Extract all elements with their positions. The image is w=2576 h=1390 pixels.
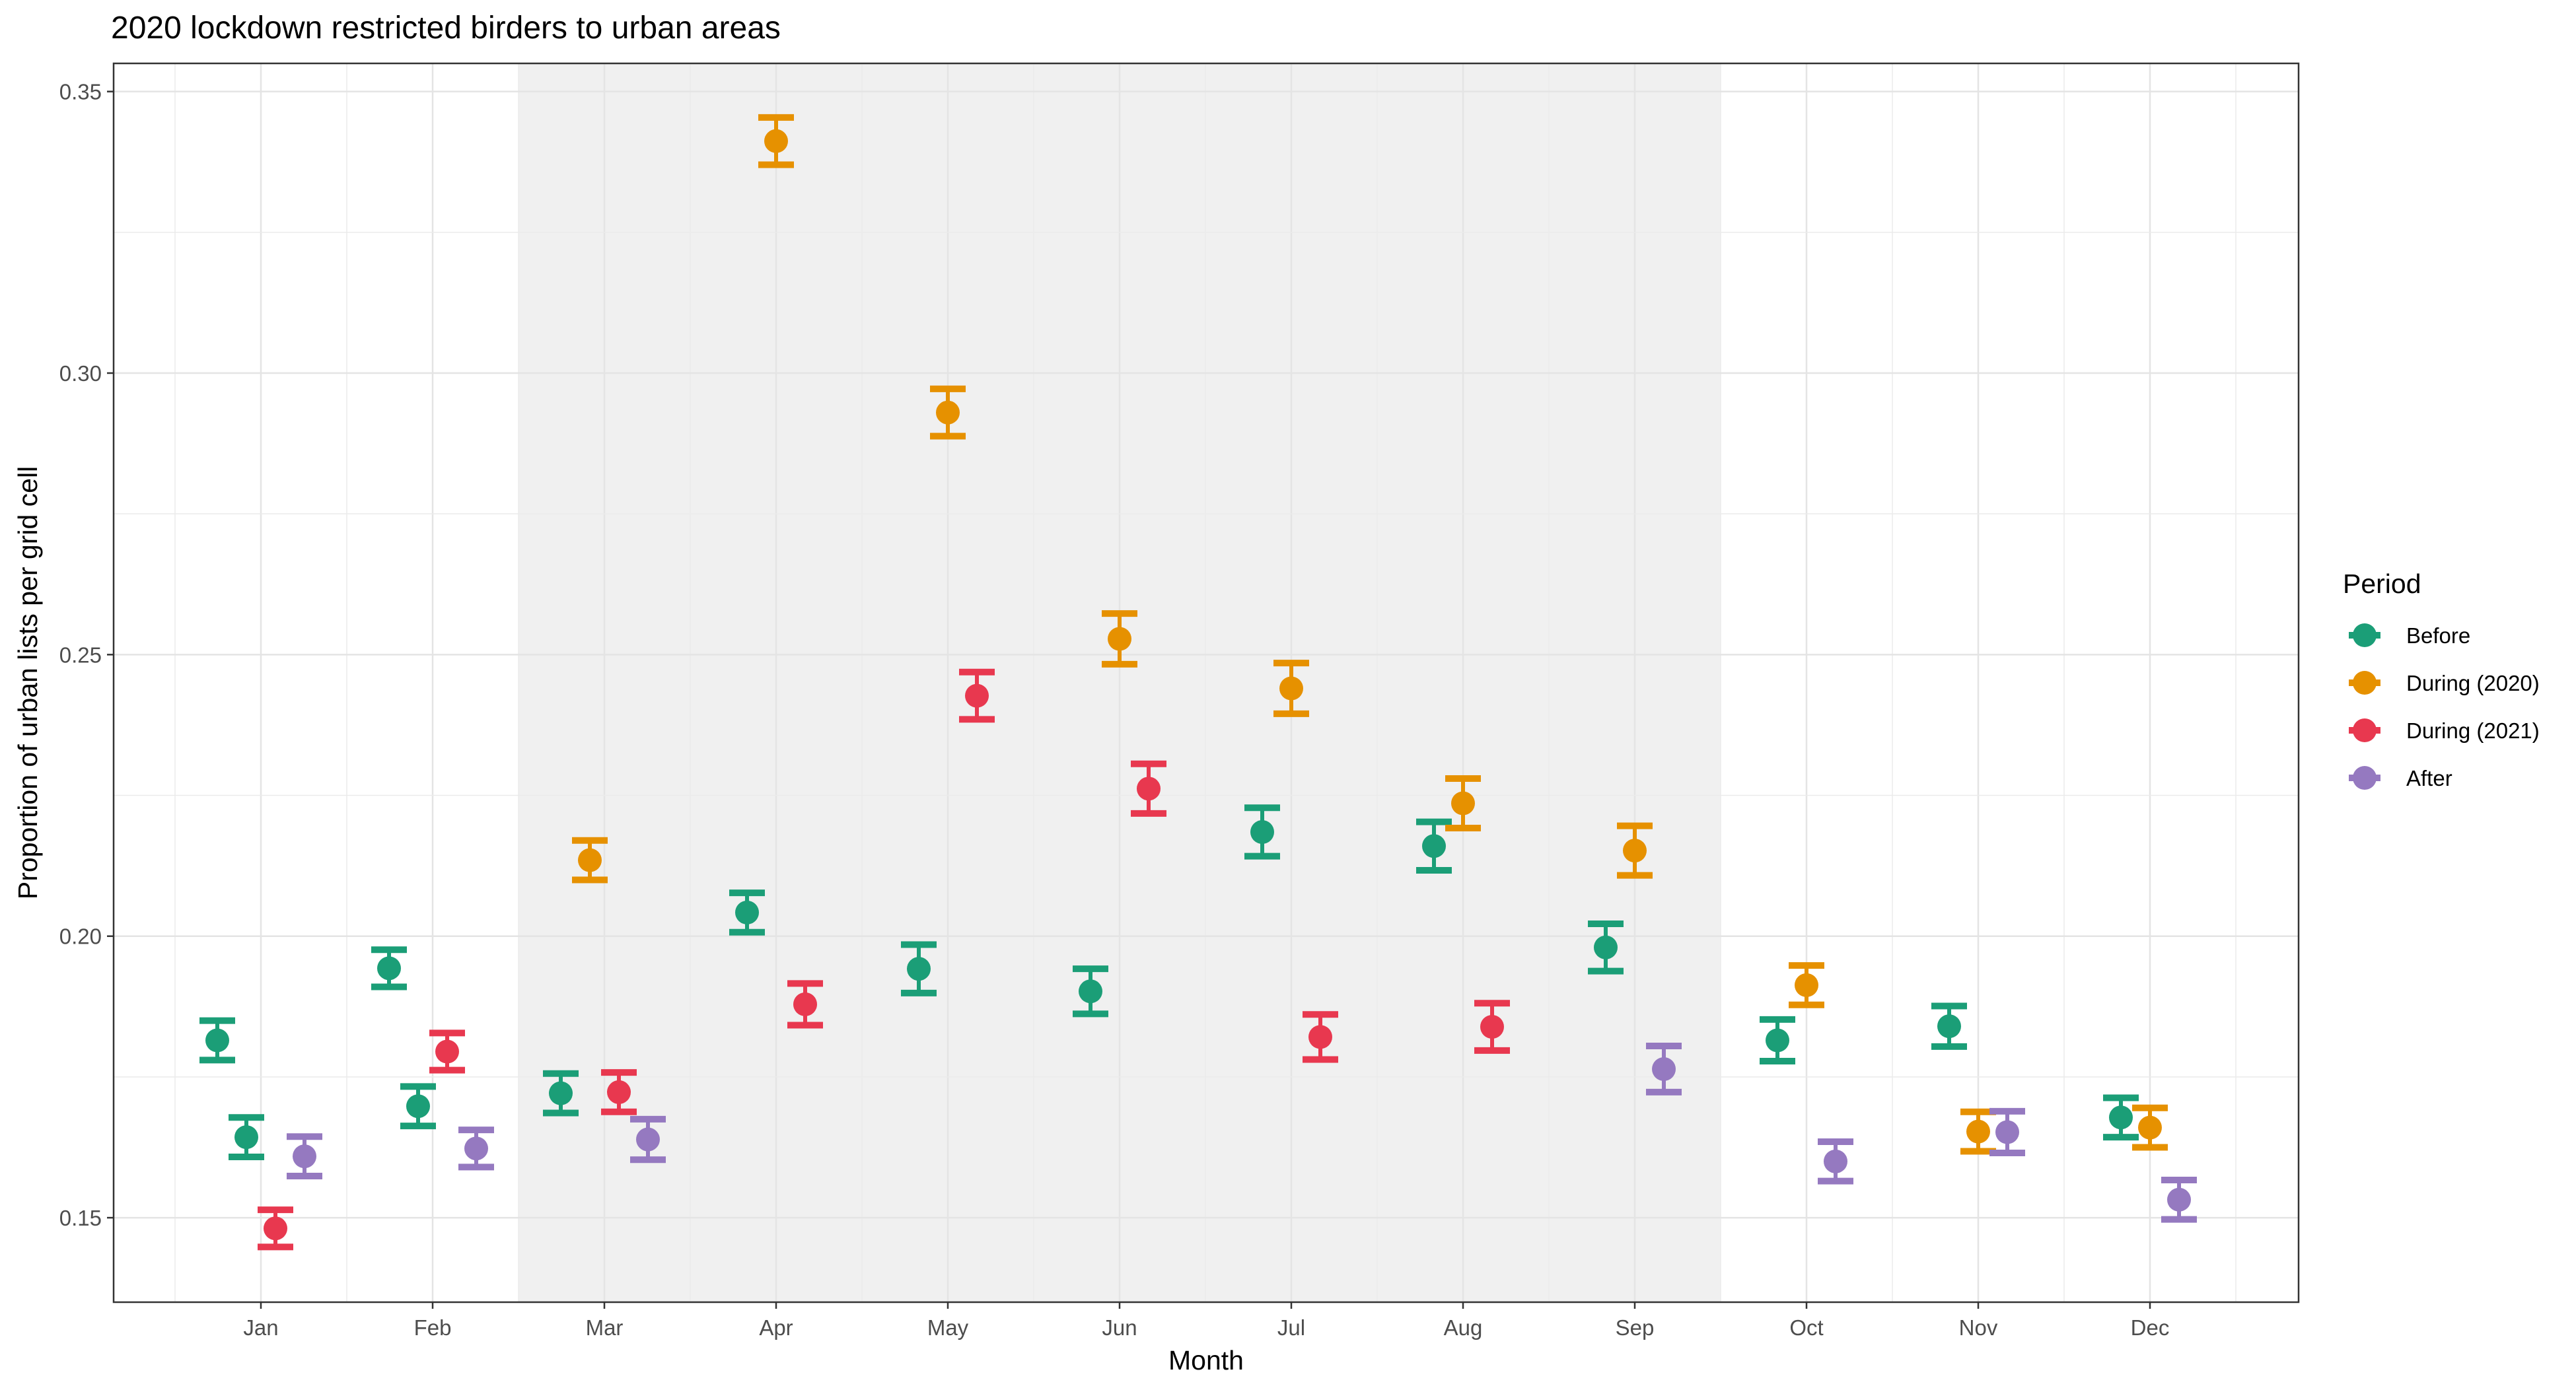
series-during-2021 (258, 668, 1510, 1251)
series-after (287, 1043, 2197, 1223)
x-tick-label: May (927, 1315, 969, 1340)
legend-label: During (2020) (2406, 671, 2540, 695)
legend-label: Before (2406, 623, 2470, 648)
chart-title: 2020 lockdown restricted birders to urba… (111, 11, 781, 46)
data-point (1079, 979, 1102, 1004)
x-tick-label: Jul (1277, 1315, 1305, 1340)
plot-area (112, 62, 2300, 1303)
data-point (234, 1125, 258, 1150)
data-point (1766, 1028, 1789, 1053)
data-point (1594, 935, 1618, 959)
data-point (1966, 1119, 1990, 1144)
legend-key-point (2353, 766, 2377, 790)
x-tick-label: Sep (1616, 1315, 1655, 1340)
data-point (1652, 1057, 1676, 1081)
data-point (464, 1136, 488, 1161)
data-point (435, 1039, 459, 1064)
x-axis-title: Month (1168, 1345, 1244, 1375)
y-tick-label: 0.35 (59, 80, 102, 104)
data-point (264, 1216, 287, 1241)
data-point (764, 129, 788, 153)
x-tick-label: Mar (586, 1315, 624, 1340)
data-point (1623, 839, 1647, 863)
y-tick-label: 0.30 (59, 361, 102, 386)
x-tick-label: Feb (414, 1315, 452, 1340)
y-tick-label: 0.20 (59, 924, 102, 949)
data-point (2138, 1115, 2162, 1140)
legend-key-point (2353, 671, 2377, 695)
data-point (1995, 1120, 2019, 1144)
y-axis-title: Proportion of urban lists per grid cell (13, 466, 43, 899)
data-point (205, 1028, 229, 1053)
data-point (965, 683, 989, 708)
legend-item-after: After (2349, 766, 2452, 790)
legend-item-during-2020: During (2020) (2349, 671, 2540, 695)
legend-label: During (2021) (2406, 718, 2540, 743)
legend-title: Period (2343, 569, 2421, 599)
data-point (607, 1080, 631, 1104)
legend: Period Before During (2020) During (2021) A… (2343, 569, 2540, 790)
legend-key-point (2353, 718, 2377, 742)
plot-border (112, 62, 2300, 1303)
data-point (1108, 627, 1131, 651)
data-point (1480, 1015, 1504, 1039)
x-tick-label: Apr (759, 1315, 793, 1340)
data-point (735, 900, 759, 924)
data-point (907, 957, 931, 981)
data-point (1422, 834, 1446, 858)
data-point (1795, 973, 1818, 997)
x-tick-label: Nov (1959, 1315, 1998, 1340)
series-layer (199, 114, 2197, 1251)
legend-key-point (2353, 623, 2377, 647)
x-axis: Jan Feb Mar Apr May Jun Jul Aug Sep Oct Nov Dec (243, 1302, 2169, 1340)
legend-item-during-2021: During (2021) (2349, 718, 2540, 743)
data-point (1137, 777, 1161, 801)
x-tick-label: Jan (243, 1315, 278, 1340)
data-point (1824, 1149, 1847, 1173)
grid (114, 63, 2299, 1302)
data-point (1279, 676, 1303, 701)
x-tick-label: Oct (1789, 1315, 1823, 1340)
y-tick-label: 0.25 (59, 643, 102, 667)
y-axis: 0.15 0.20 0.25 0.30 0.35 (59, 80, 114, 1230)
data-point (2109, 1105, 2133, 1130)
data-point (578, 848, 602, 872)
legend-item-before: Before (2349, 623, 2470, 648)
legend-label: After (2406, 766, 2452, 790)
data-point (636, 1127, 660, 1152)
data-point (549, 1081, 573, 1105)
x-tick-label: Dec (2131, 1315, 2170, 1340)
data-point (1250, 819, 1274, 844)
data-point (293, 1144, 316, 1169)
data-point (936, 400, 960, 425)
data-point (377, 956, 401, 981)
y-tick-label: 0.15 (59, 1206, 102, 1230)
series-before (199, 804, 2139, 1160)
x-tick-label: Jun (1102, 1315, 1137, 1340)
data-point (1308, 1025, 1332, 1049)
data-point (1937, 1014, 1961, 1039)
data-point (793, 992, 817, 1016)
data-point (2167, 1187, 2191, 1212)
x-tick-label: Aug (1444, 1315, 1483, 1340)
data-point (406, 1094, 430, 1119)
data-point (1451, 791, 1475, 816)
